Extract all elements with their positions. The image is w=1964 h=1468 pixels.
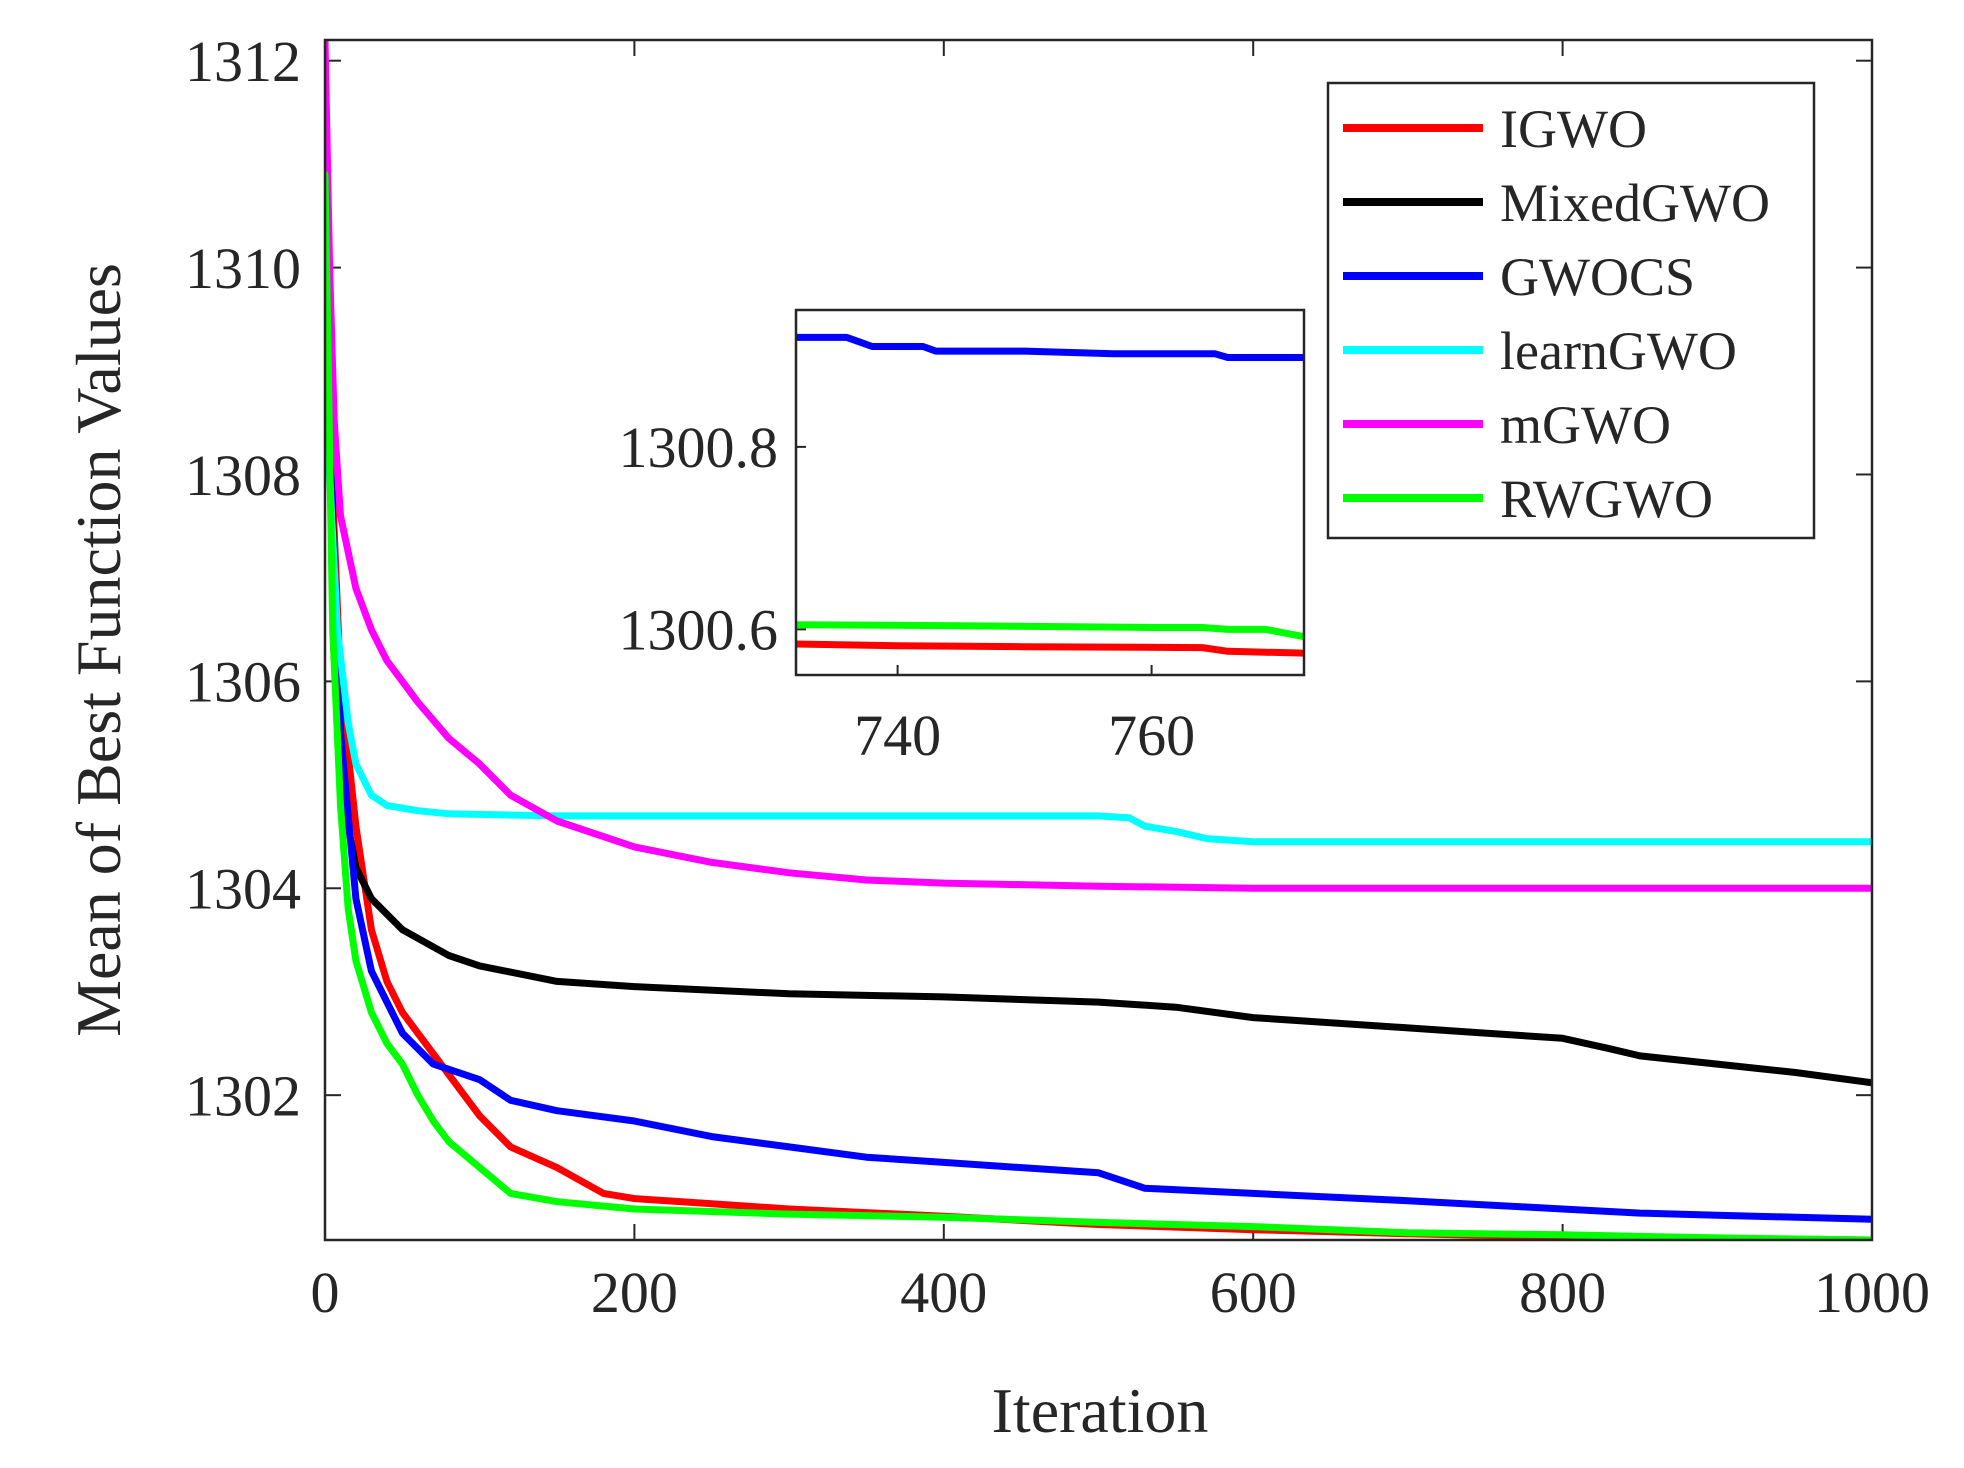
inset-y-tick-label: 1300.8 — [619, 415, 779, 480]
main-x-tick-label: 200 — [591, 1260, 678, 1325]
main-x-tick-label: 1000 — [1814, 1260, 1930, 1325]
inset-series-line-rwgwo — [796, 621, 1304, 641]
inset-x-tick-label: 760 — [1108, 703, 1195, 768]
main-plot-frame — [323, 38, 1874, 1242]
main-y-tick-label: 1302 — [185, 1063, 301, 1128]
main-x-tick-label: 800 — [1519, 1260, 1606, 1325]
main-series-line-gwocs — [325, 181, 1872, 1223]
legend: IGWO MixedGWO GWOCS learnGWO mGWO RWGWO — [1326, 81, 1816, 540]
main-y-tick-label: 1308 — [185, 443, 301, 508]
legend-box — [1326, 81, 1816, 540]
inset-plot-area — [796, 310, 1304, 675]
inset-series-line-igwo — [796, 640, 1304, 657]
main-x-tick-label: 400 — [900, 1260, 987, 1325]
main-x-tick-label: 0 — [311, 1260, 340, 1325]
legend-label-learngwo: learnGWO — [1500, 321, 1737, 381]
main-y-tick-label: 1312 — [185, 29, 301, 94]
legend-label-gwocs: GWOCS — [1500, 247, 1695, 307]
legend-label-mixedgwo: MixedGWO — [1500, 173, 1770, 233]
main-series-line-rwgwo — [325, 171, 1872, 1240]
inset-series-line-gwocs — [796, 333, 1304, 361]
main-series-line-learngwo — [325, 171, 1872, 846]
main-series-line-mgwo — [325, 40, 1872, 892]
inset-plot-frame — [794, 308, 1306, 677]
main-y-tick-label: 1306 — [185, 650, 301, 715]
inset-y-tick-label: 1300.6 — [619, 598, 779, 663]
inset-x-tick-label: 740 — [854, 703, 941, 768]
legend-label-igwo: IGWO — [1500, 99, 1647, 159]
main-x-tick-label: 600 — [1210, 1260, 1297, 1325]
y-axis-label: Mean of Best Function Values — [63, 263, 134, 1037]
main-y-tick-label: 1304 — [185, 857, 301, 922]
legend-label-mgwo: mGWO — [1500, 395, 1671, 455]
inset-plot: 740 760 1300.6 1300.8 — [619, 308, 1306, 768]
legend-label-rwgwo: RWGWO — [1500, 469, 1713, 529]
x-axis-label: Iteration — [992, 1375, 1209, 1446]
main-y-tick-label: 1310 — [185, 236, 301, 301]
